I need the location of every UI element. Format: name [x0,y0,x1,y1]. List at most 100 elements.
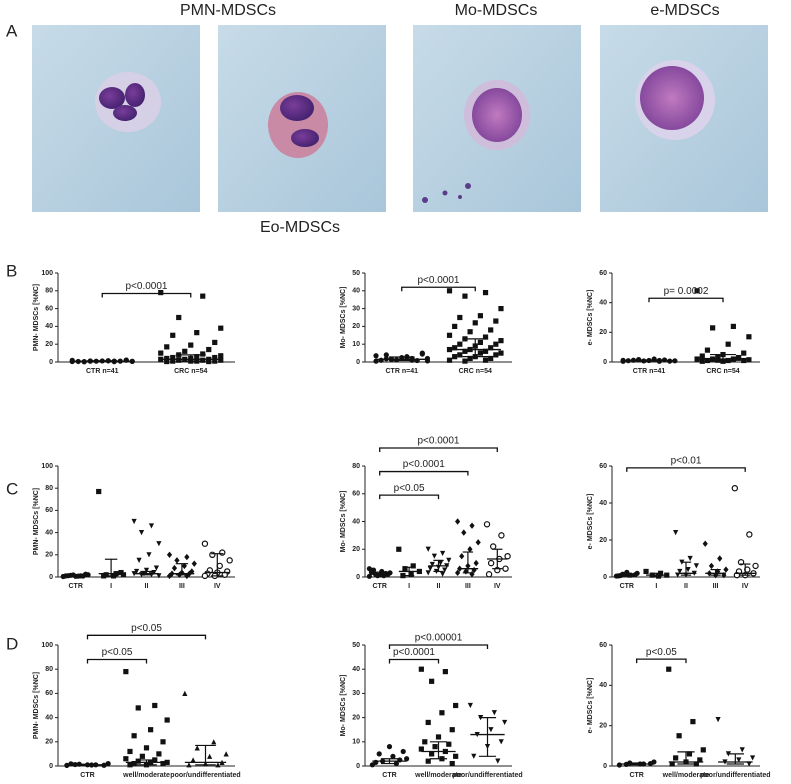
point [666,666,672,672]
point [471,753,477,759]
y-tick-label: 80 [352,463,360,470]
point [731,485,739,492]
point [186,762,192,768]
point [676,733,682,739]
x-tick-label: CTR [69,583,83,590]
x-tick-label: CTR n=41 [86,368,119,375]
y-tick-label: 80 [45,485,53,492]
point [694,288,700,294]
x-tick-label: II [145,583,149,590]
x-tick-label: II [437,583,441,590]
x-tick-label: I [408,583,410,590]
point [366,566,373,572]
point [708,562,715,570]
x-tick-label: I [655,583,657,590]
point [502,719,508,726]
micrograph [600,25,768,212]
point [200,293,206,299]
point [469,522,475,529]
point [462,348,468,354]
p-value: p<0.05 [131,623,162,634]
point [502,565,509,572]
x-tick-label: well/moderate [414,772,462,779]
y-tick-label: 20 [599,537,607,544]
significance-bracket [101,292,192,298]
point [498,739,504,745]
significance-bracket [379,470,469,476]
point [739,747,745,753]
significance-bracket [388,658,440,664]
y-tick-label: 10 [352,739,360,746]
x-tick-label: CRC n=54 [459,368,492,375]
point [182,690,188,696]
point [176,357,182,363]
point [720,358,726,364]
point [475,539,481,546]
x-tick-label: poor/undifferentiated [700,772,770,779]
point [378,357,384,363]
micrograph [218,25,386,212]
point [425,758,431,764]
y-tick-label: 30 [352,690,360,697]
micrograph [32,25,200,212]
y-tick-label: 60 [599,270,607,277]
point [158,289,164,296]
point [488,355,494,362]
point [462,358,468,364]
y-tick-label: 60 [45,507,53,514]
point [477,313,483,319]
significance-bracket [388,644,489,649]
significance-bracket [379,494,440,500]
x-tick-label: CRC n=54 [706,368,739,375]
point [699,353,705,359]
y-tick-label: 50 [352,642,360,649]
point [164,355,170,362]
p-value: p= 0.0002 [664,286,709,297]
y-tick-label: 40 [45,714,53,721]
point [127,762,133,768]
y-tick-label: 60 [352,491,360,498]
point [746,761,752,767]
p-value: p<0.05 [394,483,425,494]
p-value: p<0.0001 [418,275,460,286]
y-tick-label: 100 [41,463,53,470]
point [467,702,473,709]
y-tick-label: 20 [45,341,53,348]
point [218,325,224,331]
p-value: p<0.0001 [126,281,168,292]
point [446,557,452,563]
point [723,566,729,573]
point [139,753,145,759]
x-tick-label: CTR [373,583,387,590]
point [473,559,479,567]
point [123,669,129,675]
panel-label: C [6,479,18,498]
point [467,546,473,553]
x-tick-label: well/moderate [662,772,710,779]
point [218,357,224,363]
point [746,357,752,363]
point [435,734,442,740]
point [152,702,158,709]
point [741,350,747,356]
y-tick-label: 40 [352,518,360,525]
point [459,552,465,560]
significance-bracket [379,447,498,452]
point [143,745,150,751]
y-tick-label: 40 [352,288,360,295]
point [483,521,491,528]
point [181,562,187,570]
point [418,746,424,752]
x-tick-label: well/moderate [122,772,170,779]
point [488,327,494,333]
y-tick-label: 0 [356,359,360,366]
point [216,562,223,570]
point [133,568,140,575]
point [446,332,453,338]
point [218,353,224,359]
point [131,733,137,739]
y-axis-label: Mo- MDSCs [%NC] [340,675,347,737]
point [376,751,382,757]
point [189,568,195,575]
y-tick-label: 30 [352,305,360,312]
